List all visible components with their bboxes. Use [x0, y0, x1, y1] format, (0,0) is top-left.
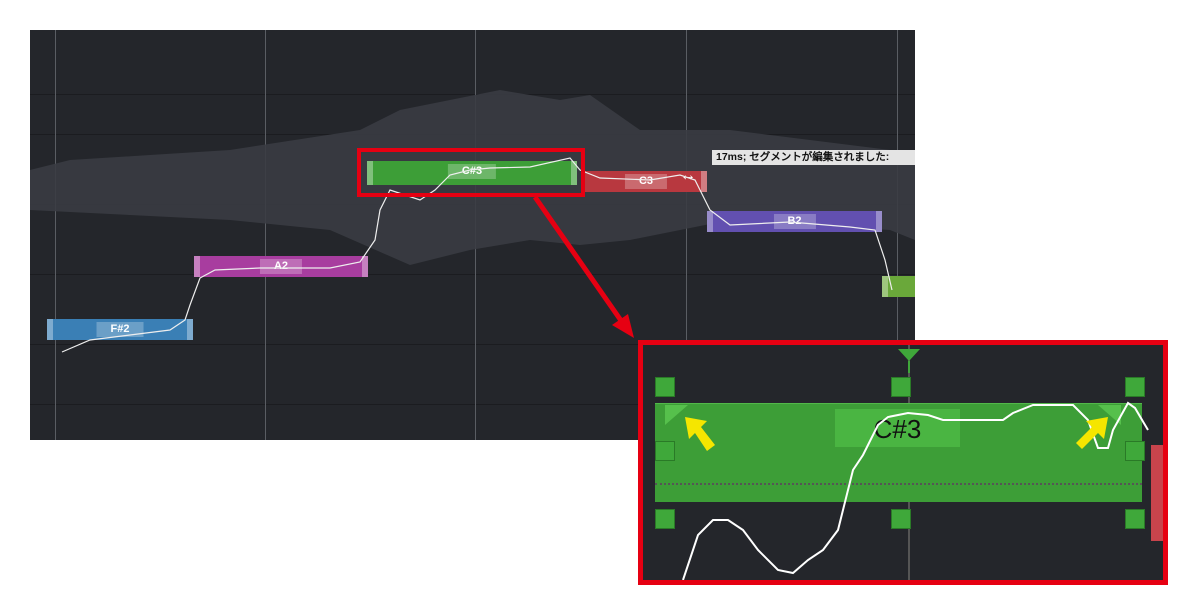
- handle[interactable]: [891, 377, 911, 397]
- adjacent-note: [1151, 445, 1163, 541]
- note-label: A2: [259, 259, 303, 274]
- yellow-arrow-icon: [1076, 417, 1108, 449]
- handle[interactable]: [655, 377, 675, 397]
- handle[interactable]: [1125, 377, 1145, 397]
- pitch-curve: [665, 401, 1149, 580]
- grid-row: [30, 404, 915, 405]
- melody-editor[interactable]: F#2 A2 C#3 C3 ↔ B2 17ms; セグメントが編集されました:: [30, 30, 915, 440]
- zoomed-note-inset: C#3: [638, 340, 1168, 585]
- handle[interactable]: [655, 441, 675, 461]
- grid-row: [30, 344, 915, 345]
- transition-handle-icon: [665, 405, 688, 425]
- bar-line: [686, 30, 687, 440]
- handle[interactable]: [891, 509, 911, 529]
- note-label: C3: [624, 174, 668, 189]
- pitch-curve: [61, 157, 893, 353]
- highlight-box: [357, 148, 585, 197]
- playhead-marker-icon: [898, 349, 920, 373]
- bar-line: [265, 30, 266, 440]
- status-tooltip: 17ms; セグメントが編集されました:: [712, 150, 915, 165]
- handle[interactable]: [1125, 509, 1145, 529]
- yellow-arrow-icon: [685, 417, 715, 451]
- selected-note[interactable]: C#3: [655, 403, 1142, 502]
- grid-row: [30, 94, 915, 95]
- note-b2[interactable]: B2: [707, 211, 882, 232]
- note-label: B2: [773, 214, 816, 229]
- grid-row: [30, 274, 915, 275]
- bar-line: [55, 30, 56, 440]
- note-a2[interactable]: A2: [194, 256, 368, 277]
- note-f#2[interactable]: F#2: [47, 319, 193, 340]
- note-c#3[interactable]: C#3: [367, 161, 577, 185]
- note-label: C#3: [447, 164, 497, 179]
- handle[interactable]: [1125, 441, 1145, 461]
- note-label: F#2: [96, 322, 144, 337]
- resize-cursor-icon: ↔: [680, 167, 696, 184]
- handle[interactable]: [655, 509, 675, 529]
- pitch-center-line: [655, 483, 1142, 485]
- bar-line: [897, 30, 898, 440]
- transition-handle-icon: [1098, 405, 1121, 425]
- note-c3[interactable]: C3: [585, 171, 707, 192]
